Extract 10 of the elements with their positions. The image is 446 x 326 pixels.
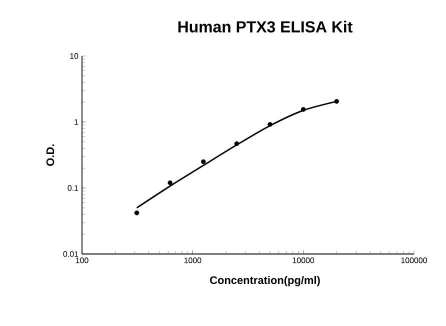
point: [234, 141, 240, 146]
chart-title: Human PTX3 ELISA Kit: [178, 20, 352, 32]
point: [168, 180, 172, 186]
point: [134, 210, 140, 216]
point: [334, 99, 340, 104]
point: [268, 122, 272, 127]
y-axis-title: O.D.: [46, 144, 54, 166]
x-axis-title: Concentration(pg/ml): [210, 276, 320, 286]
point: [201, 159, 206, 164]
point: [300, 107, 306, 112]
